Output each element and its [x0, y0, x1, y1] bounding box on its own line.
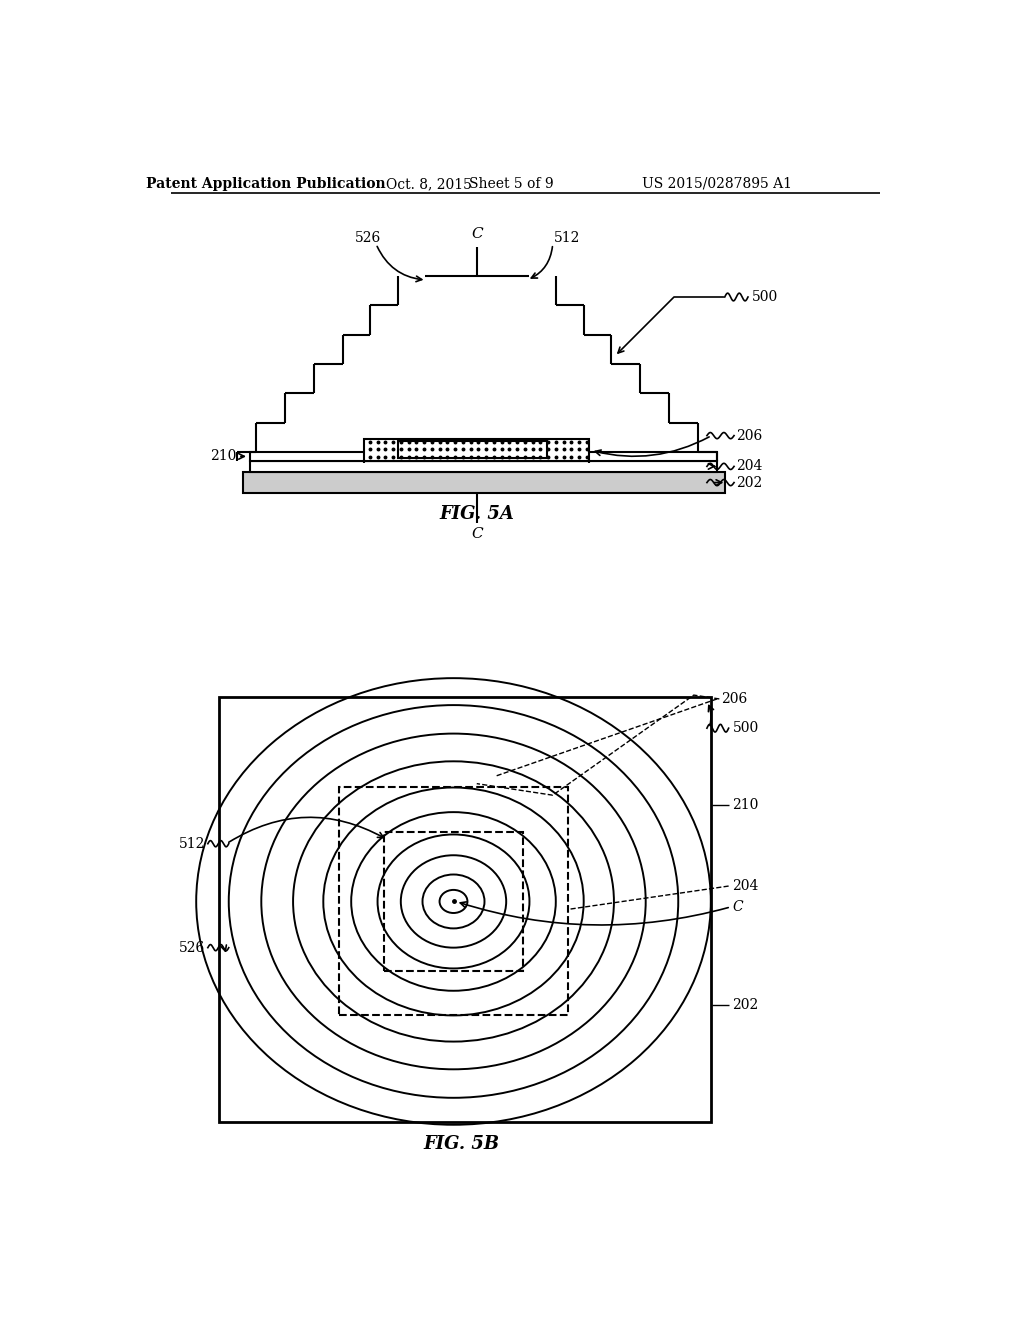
Text: FIG. 5B: FIG. 5B — [423, 1135, 500, 1152]
Bar — [251, 461, 717, 471]
Text: C: C — [471, 227, 482, 240]
Text: 512: 512 — [554, 231, 581, 244]
Text: 202: 202 — [732, 998, 759, 1012]
Text: 204: 204 — [736, 459, 763, 474]
Text: C: C — [732, 900, 743, 913]
Bar — [384, 832, 523, 970]
Text: 206: 206 — [736, 429, 763, 442]
Text: US 2015/0287895 A1: US 2015/0287895 A1 — [642, 177, 792, 191]
Text: 210: 210 — [732, 799, 759, 812]
Bar — [251, 451, 717, 461]
Text: Oct. 8, 2015: Oct. 8, 2015 — [386, 177, 472, 191]
Text: Sheet 5 of 9: Sheet 5 of 9 — [469, 177, 553, 191]
Text: 526: 526 — [355, 231, 381, 244]
Bar — [243, 471, 725, 494]
Text: 204: 204 — [732, 879, 759, 894]
Bar — [219, 697, 711, 1122]
Text: C: C — [471, 527, 482, 541]
Text: 500: 500 — [752, 290, 778, 304]
Text: 512: 512 — [179, 837, 206, 850]
Text: 206: 206 — [721, 692, 748, 706]
Text: Patent Application Publication: Patent Application Publication — [146, 177, 386, 191]
Bar — [339, 788, 568, 1015]
Text: FIG. 5A: FIG. 5A — [439, 506, 514, 523]
Text: 210: 210 — [210, 449, 237, 463]
Text: 202: 202 — [736, 475, 763, 490]
Text: 526: 526 — [179, 941, 206, 954]
Bar — [397, 441, 547, 458]
Bar — [365, 440, 589, 461]
Text: 500: 500 — [732, 721, 759, 735]
